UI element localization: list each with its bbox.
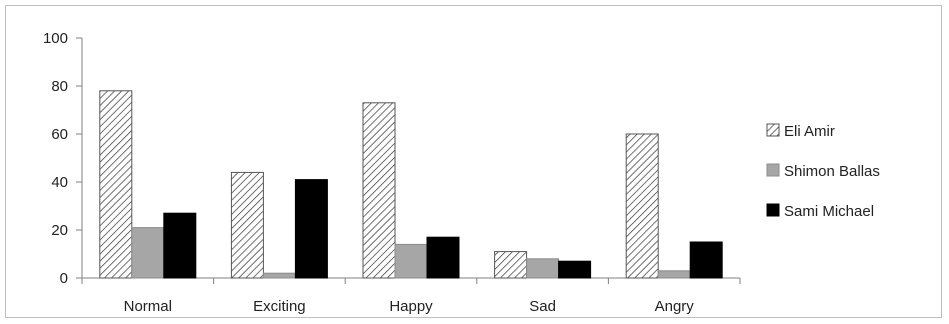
x-tick-label: Sad (529, 298, 556, 315)
y-tick-label: 20 (51, 222, 68, 239)
legend-swatch (766, 123, 780, 137)
legend: Eli Amir Shimon Ballas Sami Michael (766, 123, 880, 220)
bar-sami-michael (163, 212, 197, 279)
bar-shimon-ballas (657, 270, 691, 279)
legend-swatch (766, 163, 780, 177)
bar-sami-michael (558, 260, 592, 279)
bar-eli-amir (362, 102, 396, 279)
bar-sami-michael (294, 179, 328, 279)
bar-shimon-ballas (394, 243, 428, 279)
y-tick-label: 100 (43, 30, 68, 47)
y-tick-label: 40 (51, 174, 68, 191)
x-tick-label: Normal (124, 298, 172, 315)
x-tick-label: Happy (389, 298, 433, 315)
bar-eli-amir (625, 133, 659, 279)
bar-sami-michael (426, 236, 460, 279)
y-tick-label: 0 (60, 270, 68, 287)
bar-shimon-ballas (526, 258, 560, 279)
bar-shimon-ballas (262, 272, 296, 279)
y-tick-label: 60 (51, 126, 68, 143)
x-tick-label: Angry (655, 298, 695, 315)
bar-sami-michael (689, 241, 723, 279)
legend-label: Eli Amir (784, 123, 835, 140)
bar-eli-amir (230, 171, 264, 279)
x-tick-label: Exciting (253, 298, 306, 315)
legend-swatch (766, 203, 780, 217)
bar-eli-amir (99, 90, 133, 279)
bar-eli-amir (494, 251, 528, 279)
bar-shimon-ballas (131, 227, 165, 279)
legend-label: Sami Michael (784, 203, 874, 220)
legend-label: Shimon Ballas (784, 163, 880, 180)
y-tick-label: 80 (51, 78, 68, 95)
